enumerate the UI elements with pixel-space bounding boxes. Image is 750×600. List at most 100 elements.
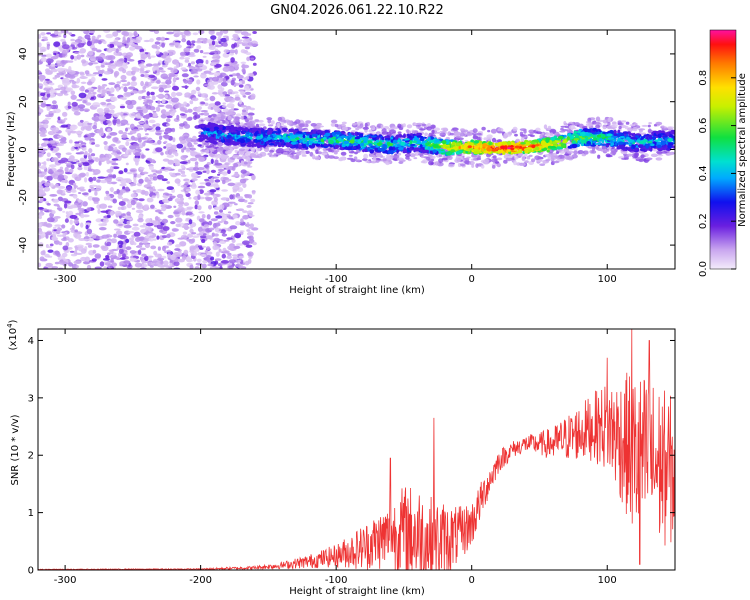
heatmap-noise-cell bbox=[186, 77, 190, 81]
heatmap-halo-cell bbox=[617, 122, 622, 126]
heatmap-noise-cell bbox=[137, 244, 142, 248]
heatmap-halo-cell bbox=[381, 128, 387, 133]
heatmap-noise-cell bbox=[130, 199, 136, 206]
heatmap-noise-cell bbox=[136, 174, 142, 178]
heatmap-noise-cell bbox=[76, 54, 82, 60]
heatmap-noise-cell bbox=[100, 64, 105, 68]
heatmap-noise-cell bbox=[106, 91, 112, 95]
heatmap-ridge-cell bbox=[272, 131, 278, 134]
heatmap-halo-cell bbox=[369, 153, 375, 158]
heatmap-noise-cell bbox=[69, 250, 75, 253]
heatmap-noise-cell bbox=[43, 266, 49, 269]
heatmap-halo-cell bbox=[595, 116, 601, 122]
heatmap-noise-cell bbox=[150, 55, 156, 58]
heatmap-noise-cell bbox=[123, 86, 128, 93]
heatmap-noise-cell bbox=[196, 79, 201, 85]
heatmap-noise-cell bbox=[186, 40, 191, 46]
heatmap-noise-cell bbox=[42, 250, 46, 255]
heatmap-noise-cell bbox=[115, 230, 123, 236]
heatmap-noise-cell bbox=[118, 170, 124, 175]
heatmap-noise-cell bbox=[69, 219, 73, 225]
heatmap-noise-cell bbox=[213, 184, 220, 189]
heatmap-noise-cell bbox=[73, 182, 77, 185]
heatmap-noise-cell bbox=[61, 224, 66, 229]
heatmap-halo-cell bbox=[539, 134, 544, 139]
heatmap-noise-cell bbox=[197, 185, 206, 189]
heatmap-noise-cell bbox=[121, 134, 128, 139]
heatmap-noise-cell bbox=[40, 32, 46, 36]
heatmap-noise-cell bbox=[185, 147, 191, 153]
heatmap-noise-cell bbox=[189, 264, 194, 269]
heatmap-noise-cell bbox=[235, 113, 242, 117]
heatmap-noise-cell bbox=[82, 100, 87, 104]
heatmap-noise-cell bbox=[208, 220, 213, 226]
heatmap-halo-cell bbox=[563, 147, 570, 153]
heatmap-noise-cell bbox=[46, 89, 50, 94]
heatmap-halo-cell bbox=[566, 142, 572, 145]
heatmap-halo-cell bbox=[239, 150, 244, 155]
heatmap-noise-cell bbox=[71, 80, 77, 85]
heatmap-noise-cell bbox=[191, 89, 197, 95]
heatmap-noise-cell bbox=[77, 134, 82, 138]
heatmap-noise-cell bbox=[129, 250, 137, 254]
heatmap-halo-cell bbox=[661, 125, 665, 128]
heatmap-noise-cell bbox=[65, 87, 73, 92]
heatmap-halo-cell bbox=[475, 132, 482, 136]
heatmap-noise-cell bbox=[160, 73, 169, 79]
heatmap-noise-cell bbox=[159, 135, 163, 140]
heatmap-halo-cell bbox=[585, 121, 592, 124]
heatmap-halo-cell bbox=[258, 123, 266, 127]
heatmap-noise-cell bbox=[176, 114, 180, 121]
heatmap-noise-cell bbox=[145, 218, 152, 224]
heatmap-halo-cell bbox=[282, 151, 288, 156]
heatmap-noise-cell bbox=[197, 205, 202, 211]
heatmap-halo-cell bbox=[391, 126, 399, 130]
heatmap-noise-cell bbox=[64, 231, 68, 236]
heatmap-noise-cell bbox=[145, 148, 150, 151]
heatmap-noise-cell bbox=[223, 250, 230, 254]
heatmap-noise-cell bbox=[203, 164, 209, 168]
heatmap-noise-cell bbox=[109, 109, 115, 114]
heatmap-noise-cell bbox=[244, 46, 250, 50]
heatmap-halo-cell bbox=[220, 115, 226, 120]
heatmap-noise-cell bbox=[234, 30, 242, 34]
heatmap-noise-cell bbox=[243, 77, 250, 80]
heatmap-noise-cell bbox=[114, 146, 118, 151]
heatmap-noise-cell bbox=[180, 67, 187, 71]
heatmap-noise-cell bbox=[198, 218, 205, 223]
heatmap-noise-cell bbox=[165, 193, 173, 196]
heatmap-halo-cell bbox=[568, 121, 574, 125]
heatmap-noise-cell bbox=[106, 195, 111, 201]
heatmap-noise-cell bbox=[234, 256, 238, 261]
heatmap-noise-cell bbox=[194, 161, 199, 166]
heatmap-noise-cell bbox=[108, 82, 116, 85]
heatmap-halo-cell bbox=[454, 131, 462, 135]
heatmap-noise-cell bbox=[94, 157, 100, 163]
heatmap-noise-cell bbox=[179, 56, 185, 60]
heatmap-noise-cell bbox=[222, 91, 228, 95]
heatmap-noise-cell bbox=[125, 217, 134, 221]
heatmap-noise-cell bbox=[188, 66, 195, 70]
heatmap-noise-cell bbox=[153, 238, 157, 241]
heatmap-noise-cell bbox=[189, 52, 195, 56]
heatmap-noise-cell bbox=[84, 34, 91, 40]
heatmap-noise-cell bbox=[70, 146, 75, 152]
heatmap-noise-cell bbox=[214, 179, 221, 183]
heatmap-noise-cell bbox=[180, 31, 184, 36]
heatmap-noise-cell bbox=[45, 78, 50, 81]
heatmap-halo-cell bbox=[256, 153, 263, 159]
heatmap-noise-cell bbox=[223, 239, 230, 242]
heatmap-noise-cell bbox=[52, 100, 57, 105]
heatmap-noise-cell bbox=[113, 137, 119, 142]
heatmap-noise-cell bbox=[220, 81, 228, 87]
heatmap-noise-cell bbox=[38, 34, 42, 39]
heatmap-noise-cell bbox=[78, 192, 82, 194]
heatmap-noise-cell bbox=[184, 182, 189, 187]
heatmap-noise-cell bbox=[56, 143, 65, 147]
heatmap-noise-cell bbox=[125, 138, 133, 142]
heatmap-noise-cell bbox=[183, 223, 189, 228]
heatmap-noise-cell bbox=[148, 56, 152, 60]
heatmap-noise-cell bbox=[138, 121, 145, 124]
heatmap-ridge-cell bbox=[299, 139, 303, 144]
heatmap-halo-cell bbox=[638, 158, 644, 163]
